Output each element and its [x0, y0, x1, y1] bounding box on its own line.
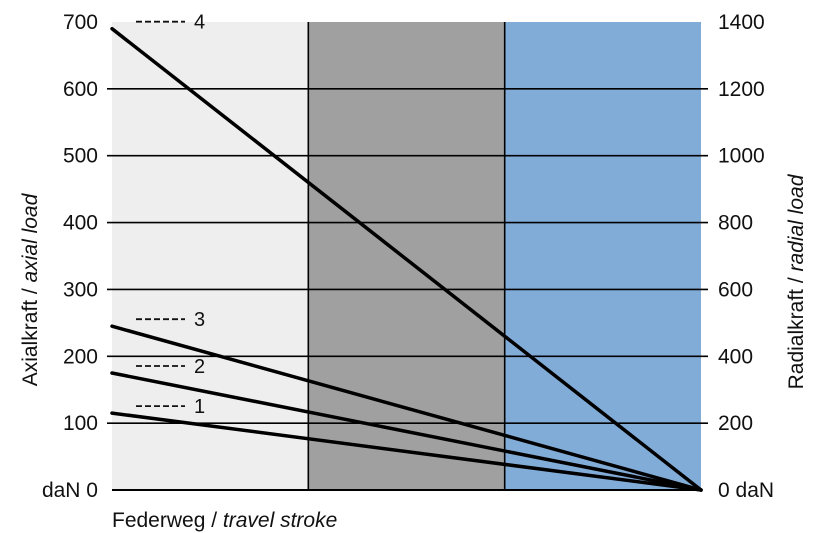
right-tick-label: 0 daN: [718, 479, 774, 502]
left-tick-label: 100: [63, 412, 98, 435]
right-axis-ticks: 0 daN 200 400 600 800 1000 1200 1400: [718, 11, 774, 502]
stroke-zones: [112, 22, 701, 490]
series-line-4: [110, 26, 703, 492]
series-line-3: [110, 324, 703, 492]
right-tick-label: 200: [718, 412, 753, 435]
left-tick-label: 500: [63, 145, 98, 168]
left-axis-ticks: daN 0 100 200 300 400 500 600 700: [42, 11, 98, 502]
x-axis-title: Federweg / travel stroke: [112, 509, 337, 532]
right-tick-label: 1400: [718, 11, 765, 34]
line-labels: 1 2 3 4: [136, 12, 205, 418]
left-tick-label: 600: [63, 78, 98, 101]
series-line-2: [110, 371, 703, 492]
zone-2: [308, 22, 505, 490]
right-axis-title: Radialkraft / radial load: [785, 173, 808, 389]
zone-3: [504, 22, 701, 490]
right-tick-label: 1200: [718, 78, 765, 101]
left-tick-label: 200: [63, 345, 98, 368]
right-tick-label: 1000: [718, 145, 765, 168]
left-tick-label: 300: [63, 278, 98, 301]
left-axis-title: Axialkraft / axial load: [19, 192, 42, 386]
right-tick-label: 800: [718, 212, 753, 235]
load-lines: [110, 26, 703, 492]
left-tick-label: daN 0: [42, 479, 98, 502]
gridlines: [107, 22, 708, 491]
series-line-1: [110, 411, 703, 492]
series-label-4: 4: [194, 12, 205, 34]
series-label-3: 3: [194, 309, 205, 331]
series-label-1: 1: [194, 396, 205, 418]
right-tick-label: 400: [718, 345, 753, 368]
left-tick-label: 400: [63, 212, 98, 235]
right-tick-label: 600: [718, 278, 753, 301]
series-label-2: 2: [194, 356, 205, 378]
zone-1: [112, 22, 309, 490]
left-tick-label: 700: [63, 11, 98, 34]
